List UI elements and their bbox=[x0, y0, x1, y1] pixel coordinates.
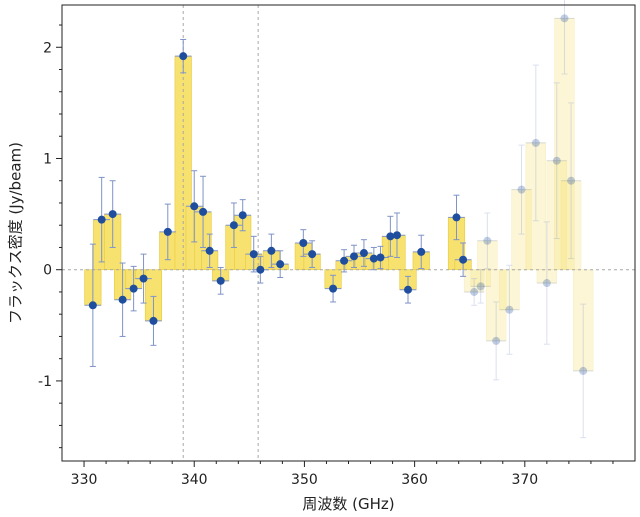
channel-bar bbox=[560, 180, 582, 271]
data-point bbox=[190, 202, 199, 211]
errorbar bbox=[554, 0, 575, 75]
data-point bbox=[579, 366, 588, 375]
data-point bbox=[386, 232, 395, 241]
channel-bar bbox=[499, 269, 520, 311]
data-point bbox=[238, 211, 247, 220]
x-tick-label: 330 bbox=[71, 472, 98, 488]
data-point bbox=[452, 213, 461, 222]
data-point bbox=[505, 305, 514, 314]
data-point bbox=[179, 52, 188, 61]
data-point bbox=[108, 210, 117, 219]
data-point bbox=[552, 156, 561, 165]
data-point bbox=[149, 316, 158, 325]
data-point bbox=[369, 254, 378, 263]
channel-bar bbox=[525, 142, 547, 271]
x-tick-label: 360 bbox=[401, 472, 428, 488]
channel-bar bbox=[477, 240, 498, 271]
data-point bbox=[340, 256, 349, 265]
bars-layer bbox=[84, 18, 594, 372]
data-point bbox=[97, 215, 106, 224]
channel-bar bbox=[572, 269, 594, 372]
data-point bbox=[267, 246, 276, 255]
data-point bbox=[249, 250, 258, 259]
data-point bbox=[88, 301, 97, 310]
data-point bbox=[256, 265, 265, 274]
y-tick-label: 1 bbox=[43, 151, 52, 167]
data-point bbox=[483, 236, 492, 245]
data-point bbox=[404, 285, 413, 294]
points-layer bbox=[88, 14, 588, 375]
errorbar bbox=[536, 221, 557, 345]
data-point bbox=[118, 295, 127, 304]
channel-bar bbox=[536, 269, 558, 284]
data-point bbox=[542, 279, 551, 288]
errorbar bbox=[477, 212, 498, 270]
data-point bbox=[276, 260, 285, 269]
y-tick-label: 2 bbox=[43, 40, 52, 56]
data-point bbox=[560, 14, 569, 23]
data-point bbox=[517, 185, 526, 194]
data-point bbox=[492, 336, 501, 345]
channel-bar bbox=[463, 269, 485, 293]
data-point bbox=[163, 227, 172, 236]
errorbar bbox=[464, 278, 485, 306]
data-point bbox=[392, 231, 401, 240]
data-point bbox=[216, 276, 225, 285]
data-point bbox=[308, 250, 317, 259]
data-point bbox=[476, 282, 485, 291]
x-axis-title: 周波数 (GHz) bbox=[302, 495, 394, 513]
errorbar bbox=[546, 82, 567, 240]
ticks-layer: 330 340 350 360 370 -1 0 1 2 bbox=[38, 24, 614, 488]
data-point bbox=[299, 239, 308, 248]
data-point bbox=[459, 255, 468, 264]
data-point bbox=[359, 249, 368, 258]
errorbar bbox=[525, 64, 546, 222]
y-axis-title: フラックス密度 (Jy/beam) bbox=[7, 142, 25, 324]
errorbar bbox=[561, 102, 582, 260]
errorbar bbox=[499, 264, 520, 355]
errorbar bbox=[470, 269, 491, 304]
data-point bbox=[199, 207, 208, 216]
data-point bbox=[376, 253, 385, 262]
data-point bbox=[567, 176, 576, 185]
data-point bbox=[329, 284, 338, 293]
x-tick-label: 340 bbox=[181, 472, 208, 488]
y-tick-label: 0 bbox=[43, 263, 52, 279]
data-point bbox=[350, 252, 359, 261]
x-tick-label: 370 bbox=[511, 472, 538, 488]
errorbar bbox=[486, 301, 507, 381]
channel-bar bbox=[470, 269, 491, 287]
guides-layer bbox=[62, 5, 635, 461]
errorbar bbox=[573, 303, 594, 439]
errorbar bbox=[511, 144, 532, 235]
data-point bbox=[229, 221, 238, 230]
data-point bbox=[531, 138, 540, 147]
channel-bar bbox=[554, 18, 575, 271]
data-point bbox=[205, 246, 214, 255]
data-point bbox=[417, 247, 426, 256]
channel-bar bbox=[511, 189, 532, 271]
data-point bbox=[139, 274, 148, 283]
data-point bbox=[470, 287, 479, 296]
data-point bbox=[129, 284, 138, 293]
x-tick-label: 350 bbox=[291, 472, 318, 488]
y-tick-label: -1 bbox=[38, 374, 52, 390]
